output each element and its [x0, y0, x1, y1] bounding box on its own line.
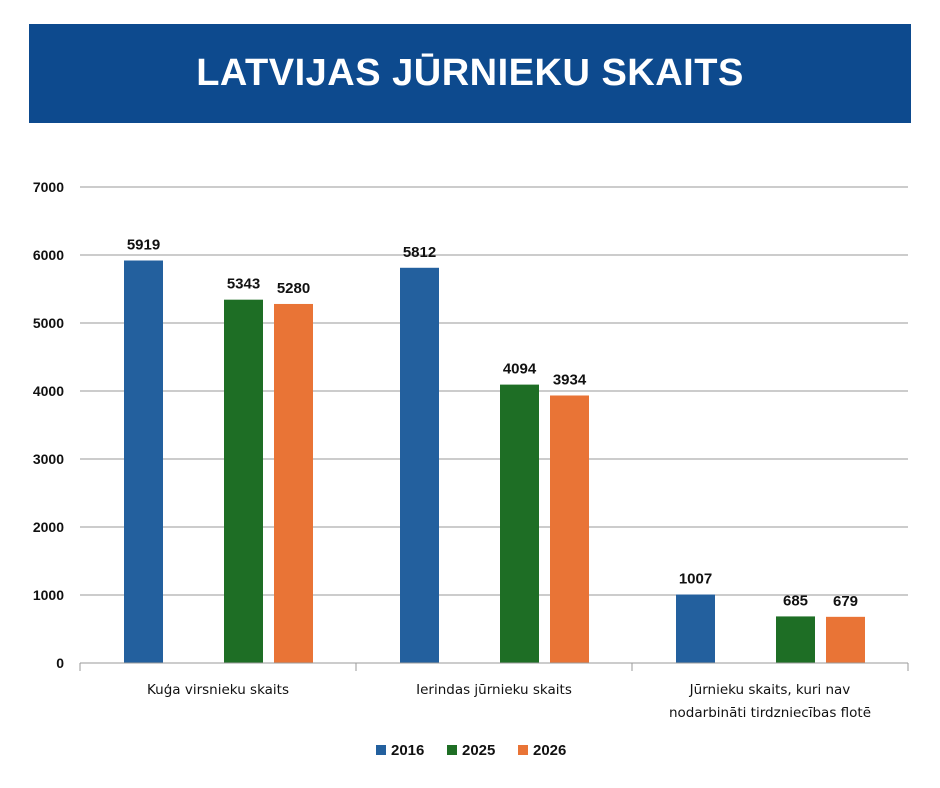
bar-2016-1 [124, 260, 163, 663]
chart-title: LATVIJAS JŪRNIEKU SKAITS [196, 52, 744, 94]
x-category-label: Kuģa virsnieku skaits [147, 682, 289, 698]
bar-2026-1 [274, 303, 313, 663]
data-label: 1007 [679, 571, 712, 588]
bar-2025-3 [776, 616, 815, 663]
data-label: 5280 [277, 280, 310, 297]
x-category-label: nodarbināti tirdzniecības flotē [669, 705, 871, 721]
y-tick-label: 2000 [33, 519, 64, 535]
legend-swatch-2016 [376, 745, 386, 755]
y-tick-label: 5000 [33, 315, 64, 331]
bar-2016-2 [400, 267, 439, 663]
x-category-label: Jūrnieku skaits, kuri nav [689, 682, 851, 698]
x-category-label: Ierindas jūrnieku skaits [416, 682, 572, 698]
data-label: 5343 [227, 276, 260, 293]
data-label: 5919 [127, 237, 160, 254]
legend-label-2016: 2016 [391, 742, 424, 759]
legend-label-2026: 2026 [533, 742, 566, 759]
y-tick-label: 1000 [33, 587, 64, 603]
data-label: 4094 [503, 361, 537, 378]
legend-swatch-2026 [518, 745, 528, 755]
y-tick-label: 7000 [33, 179, 64, 195]
bar-2016-3 [676, 594, 715, 663]
data-label: 685 [783, 592, 808, 609]
data-label: 5812 [403, 244, 436, 261]
y-tick-label: 0 [56, 655, 64, 671]
bar-2025-2 [500, 384, 539, 663]
legend-label-2025: 2025 [462, 742, 495, 759]
bar-2026-2 [550, 395, 589, 663]
y-tick-label: 4000 [33, 383, 64, 399]
bar-2025-1 [224, 299, 263, 663]
y-tick-label: 3000 [33, 451, 64, 467]
data-label: 3934 [553, 371, 587, 388]
bar-2026-3 [826, 616, 865, 663]
data-label: 679 [833, 593, 858, 610]
y-tick-label: 6000 [33, 247, 64, 263]
title-banner: LATVIJAS JŪRNIEKU SKAITS [29, 24, 911, 123]
legend-swatch-2025 [447, 745, 457, 755]
